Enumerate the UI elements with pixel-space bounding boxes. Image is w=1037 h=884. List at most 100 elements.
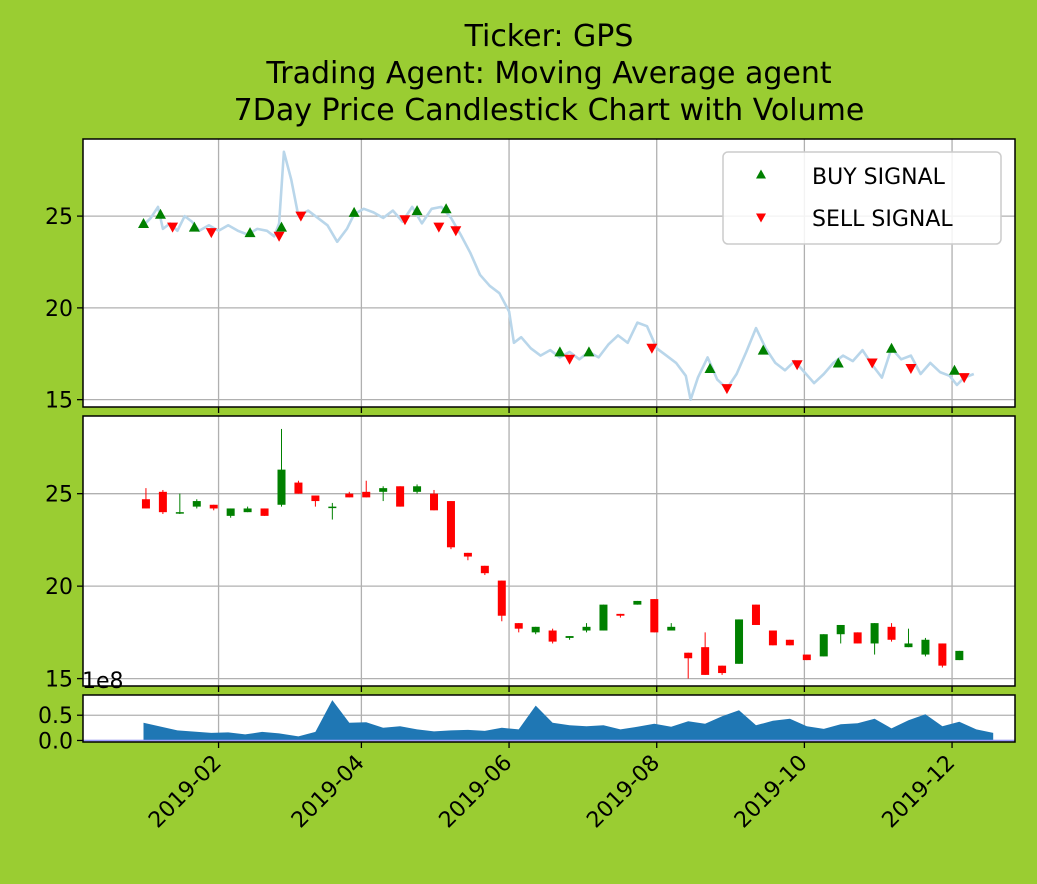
candle-body-35	[735, 619, 744, 664]
candle-body-46	[921, 639, 930, 655]
sell-signal-marker-0	[167, 222, 179, 233]
sell-signal-marker-5	[433, 222, 445, 233]
volume-ytick-label-0: 0.0	[38, 729, 73, 754]
candle-body-29	[633, 600, 642, 605]
candle-body-27	[599, 604, 608, 631]
price-x-ticks	[217, 407, 953, 413]
candle-body-22	[514, 623, 523, 629]
price-ytick-label-1: 20	[45, 297, 73, 322]
candle-body-32	[684, 652, 693, 659]
buy-signal-marker-10	[704, 362, 716, 373]
legend-sell-marker-icon	[756, 213, 766, 223]
buy-signal-marker-13	[886, 342, 898, 353]
volume-x-ticks	[217, 742, 953, 748]
x-tick-label-4: 2019-10	[730, 751, 813, 834]
candle-body-39	[802, 654, 811, 661]
volume-offset-label: 1e8	[82, 669, 124, 694]
candle-body-17	[430, 493, 439, 511]
legend-buy-marker-icon	[756, 169, 766, 179]
price-ytick-label-0: 15	[45, 389, 73, 414]
buy-signal-marker-12	[832, 357, 844, 368]
buy-signal-marker-7	[440, 203, 452, 214]
buy-signal-marker-9	[583, 346, 595, 357]
sell-signal-marker-11	[866, 358, 878, 369]
price-ytick-label-2: 25	[45, 205, 73, 230]
candle-body-19	[463, 552, 472, 557]
candle-body-42	[853, 632, 862, 644]
sell-signal-marker-4	[399, 215, 411, 226]
candle-ytick-label-2: 25	[45, 483, 73, 508]
candle-body-10	[311, 495, 320, 502]
volume-fill	[143, 700, 994, 741]
candle-body-15	[396, 486, 405, 507]
buy-signal-marker-4	[276, 221, 288, 232]
candle-body-40	[819, 634, 828, 657]
volume-ytick-label-1: 0.5	[38, 704, 73, 729]
candle-body-0	[141, 499, 150, 509]
sell-signal-marker-13	[958, 373, 970, 384]
candle-body-7	[260, 508, 269, 516]
candle-body-1	[158, 491, 167, 513]
buy-signal-marker-3	[244, 227, 256, 238]
price-y-ticks: 15 20 25	[45, 205, 83, 414]
close-price-series	[142, 150, 975, 402]
candle-body-41	[836, 624, 845, 635]
candle-plot-area	[83, 416, 1015, 686]
sell-signal-marker-8	[646, 343, 658, 354]
sell-signal-marker-2	[273, 231, 285, 242]
candle-body-43	[870, 623, 879, 644]
candle-body-30	[650, 599, 659, 633]
candle-body-26	[582, 626, 591, 631]
x-tick-label-5: 2019-12	[878, 751, 961, 834]
buy-signal-marker-5	[348, 206, 360, 217]
candle-body-38	[785, 639, 794, 646]
candle-body-16	[413, 486, 422, 492]
candle-body-45	[904, 643, 913, 648]
close-price-line	[142, 150, 975, 402]
candle-body-12	[345, 493, 354, 498]
sell-signal-marker-1	[205, 228, 217, 239]
candle-body-33	[701, 647, 710, 675]
signal-markers	[138, 203, 970, 395]
buy-signal-marker-0	[138, 217, 150, 228]
candle-body-47	[938, 643, 947, 666]
candle-body-23	[531, 626, 540, 633]
sell-signal-marker-10	[791, 360, 803, 371]
buy-signal-marker-1	[154, 208, 166, 219]
candle-body-36	[751, 604, 760, 625]
buy-signal-marker-14	[948, 364, 960, 375]
volume-frame	[82, 694, 1016, 743]
x-tick-label-3: 2019-08	[582, 751, 665, 834]
candle-frame	[82, 415, 1016, 687]
candle-body-13	[362, 491, 371, 498]
title-line-1: Ticker: GPS	[464, 19, 634, 54]
candle-body-5	[226, 508, 235, 516]
sell-signal-marker-6	[450, 226, 462, 237]
x-tick-label-1: 2019-04	[287, 751, 370, 834]
title-line-3: 7Day Price Candlestick Chart with Volume	[234, 93, 865, 128]
legend-buy-label: BUY SIGNAL	[812, 165, 946, 190]
candle-x-ticks	[217, 686, 953, 692]
candle-body-14	[379, 488, 388, 492]
x-tick-label-2: 2019-06	[435, 751, 518, 834]
sell-signal-marker-12	[905, 363, 917, 374]
candle-body-20	[480, 565, 489, 574]
buy-signal-marker-6	[411, 205, 423, 216]
x-tick-label-0: 2019-02	[144, 751, 227, 834]
sell-signal-marker-7	[564, 354, 576, 365]
legend-box	[722, 151, 1002, 245]
candle-body-37	[768, 630, 777, 646]
candle-body-21	[497, 580, 506, 616]
x-axis-labels: 2019-02 2019-04 2019-06 2019-08 2019-10 2019-…	[144, 751, 960, 834]
candle-body-4	[209, 504, 218, 509]
candle-body-8	[277, 469, 286, 505]
sell-signal-marker-9	[721, 384, 733, 395]
title-line-2: Trading Agent: Moving Average agent	[265, 56, 832, 91]
candle-body-9	[294, 482, 303, 494]
candle-body-18	[446, 501, 455, 548]
candle-body-11	[328, 506, 337, 509]
volume-y-ticks: 0.00.5	[38, 704, 83, 754]
price-frame	[82, 138, 1016, 408]
candles	[141, 428, 964, 679]
candlestick-panel: 15 20 25	[45, 415, 1016, 693]
